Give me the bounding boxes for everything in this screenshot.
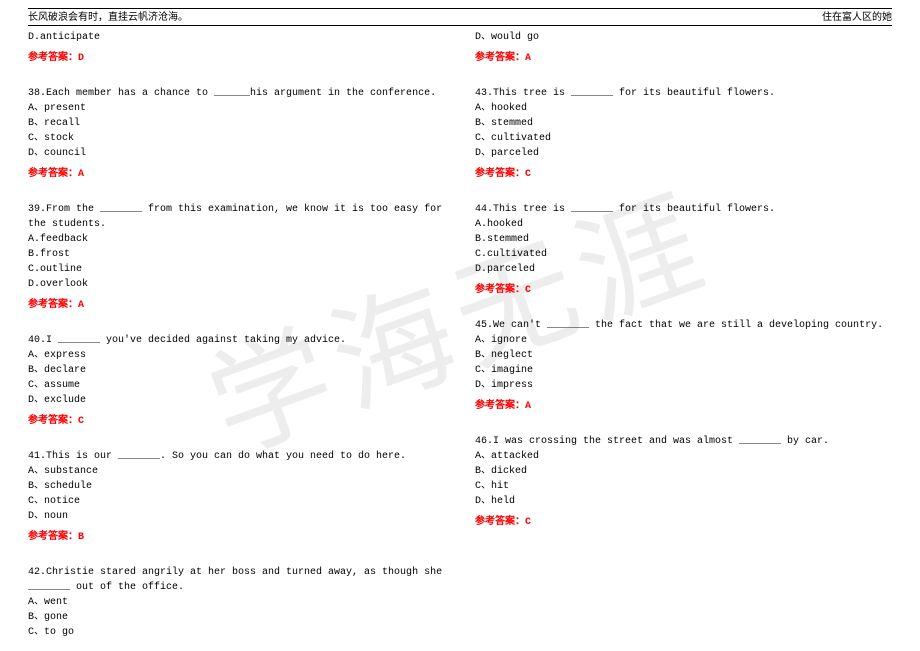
question-stem: 40.I _______ you've decided against taki… <box>28 333 445 348</box>
question-option: D、held <box>475 494 892 509</box>
question-option: A、express <box>28 348 445 363</box>
question-option: D、noun <box>28 509 445 524</box>
question-option: B、dicked <box>475 464 892 479</box>
question-option: A、attacked <box>475 449 892 464</box>
question-option: C、cultivated <box>475 131 892 146</box>
question-option: C、assume <box>28 378 445 393</box>
spacer <box>28 319 445 333</box>
question-option: B.stemmed <box>475 232 892 247</box>
question-option: D、exclude <box>28 393 445 408</box>
answer-label: 参考答案：C <box>475 515 892 530</box>
question-option: B、schedule <box>28 479 445 494</box>
question-stem: 42.Christie stared angrily at her boss a… <box>28 565 445 595</box>
answer-label: 参考答案：A <box>475 399 892 414</box>
question-option: C、imagine <box>475 363 892 378</box>
answer-label: 参考答案：A <box>28 298 445 313</box>
question-option: C、stock <box>28 131 445 146</box>
question-option: A.hooked <box>475 217 892 232</box>
spacer <box>28 551 445 565</box>
question-option: D、parceled <box>475 146 892 161</box>
question-option: C、hit <box>475 479 892 494</box>
question-option: B、gone <box>28 610 445 625</box>
question-option: D.parceled <box>475 262 892 277</box>
header-right-text: 住在富人区的她 <box>822 10 892 25</box>
question-stem: 41.This is our _______. So you can do wh… <box>28 449 445 464</box>
question-option: A、went <box>28 595 445 610</box>
header-left-text: 长风破浪会有时，直挂云帆济沧海。 <box>28 10 188 25</box>
question-option: A、present <box>28 101 445 116</box>
question-option: A、substance <box>28 464 445 479</box>
question-option: A.feedback <box>28 232 445 247</box>
page-header: 长风破浪会有时，直挂云帆济沧海。 住在富人区的她 <box>28 8 892 26</box>
question-stem: 46.I was crossing the street and was alm… <box>475 434 892 449</box>
answer-label: 参考答案：C <box>475 167 892 182</box>
spacer <box>475 188 892 202</box>
question-stem: 39.From the _______ from this examinatio… <box>28 202 445 232</box>
answer-label: 参考答案：D <box>28 51 445 66</box>
question-option: D、impress <box>475 378 892 393</box>
spacer <box>475 420 892 434</box>
question-option: B、recall <box>28 116 445 131</box>
question-stem: 44.This tree is _______ for its beautifu… <box>475 202 892 217</box>
question-option: B.frost <box>28 247 445 262</box>
document-content: D.anticipate 参考答案：D 38.Each member has a c… <box>28 30 892 641</box>
question-stem: 45.We can't _______ the fact that we are… <box>475 318 892 333</box>
answer-label: 参考答案：C <box>28 414 445 429</box>
spacer <box>475 72 892 86</box>
answer-label: 参考答案：A <box>28 167 445 182</box>
question-option: C.cultivated <box>475 247 892 262</box>
question-option: B、neglect <box>475 348 892 363</box>
spacer <box>28 188 445 202</box>
question-option: B、stemmed <box>475 116 892 131</box>
question-option: C、to go <box>28 625 445 640</box>
question-option: D、would go <box>475 30 892 45</box>
question-option: D.overlook <box>28 277 445 292</box>
answer-label: 参考答案：C <box>475 283 892 298</box>
question-option: C.outline <box>28 262 445 277</box>
question-option: D、council <box>28 146 445 161</box>
question-option: C、notice <box>28 494 445 509</box>
spacer <box>475 304 892 318</box>
question-option: A、hooked <box>475 101 892 116</box>
question-stem: 38.Each member has a chance to ______his… <box>28 86 445 101</box>
spacer <box>28 435 445 449</box>
question-option: A、ignore <box>475 333 892 348</box>
answer-label: 参考答案：A <box>475 51 892 66</box>
question-option: D.anticipate <box>28 30 445 45</box>
spacer <box>28 72 445 86</box>
question-stem: 43.This tree is _______ for its beautifu… <box>475 86 892 101</box>
answer-label: 参考答案：B <box>28 530 445 545</box>
question-option: B、declare <box>28 363 445 378</box>
